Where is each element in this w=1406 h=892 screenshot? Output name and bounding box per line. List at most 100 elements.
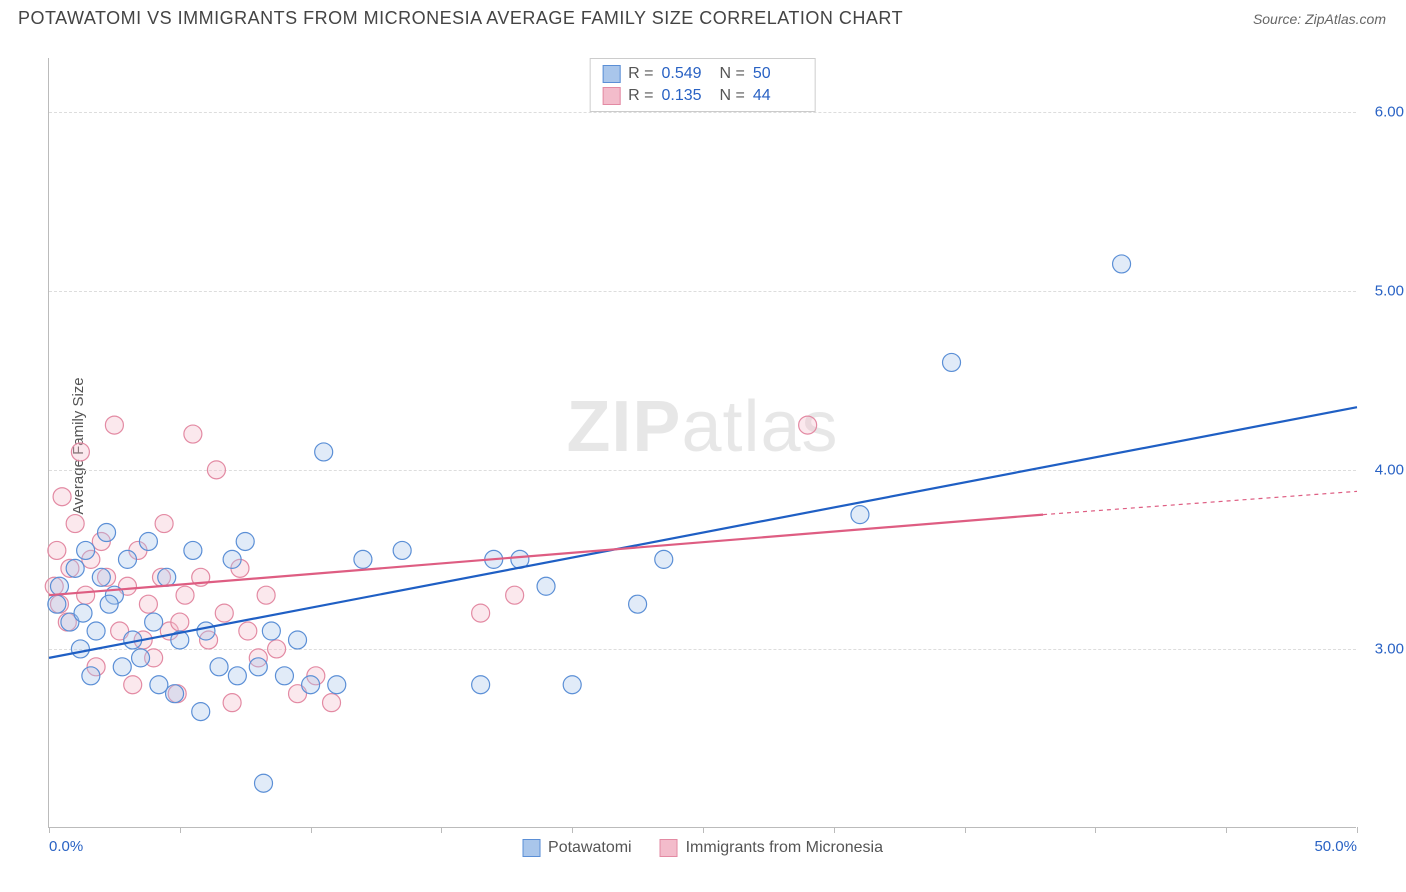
scatter-point — [851, 506, 869, 524]
swatch-series1 — [602, 65, 620, 83]
scatter-point — [943, 353, 961, 371]
swatch-series2 — [602, 87, 620, 105]
stats-row-series1: R = 0.549 N = 50 — [602, 63, 803, 85]
xtick — [311, 827, 312, 833]
scatter-point — [655, 550, 673, 568]
n-label-1: N = — [720, 65, 745, 83]
source-label: Source: — [1253, 11, 1301, 27]
scatter-point — [139, 595, 157, 613]
scatter-point — [82, 667, 100, 685]
scatter-point — [236, 532, 254, 550]
scatter-point — [1113, 255, 1131, 273]
scatter-point — [255, 774, 273, 792]
scatter-point — [239, 622, 257, 640]
r-label-2: R = — [628, 87, 653, 105]
scatter-point — [629, 595, 647, 613]
legend-swatch-1 — [522, 839, 540, 857]
r-value-2: 0.135 — [662, 87, 712, 105]
xtick-label: 0.0% — [49, 838, 83, 855]
scatter-point — [197, 622, 215, 640]
scatter-point — [66, 515, 84, 533]
scatter-point — [53, 488, 71, 506]
xtick — [1226, 827, 1227, 833]
scatter-point — [184, 541, 202, 559]
scatter-point — [228, 667, 246, 685]
scatter-point — [223, 550, 241, 568]
scatter-point — [171, 613, 189, 631]
scatter-point — [323, 694, 341, 712]
scatter-point — [249, 658, 267, 676]
chart-plot-area: ZIPatlas 3.004.005.006.00 R = 0.549 N = … — [48, 58, 1356, 828]
r-value-1: 0.549 — [662, 65, 712, 83]
correlation-stats-box: R = 0.549 N = 50 R = 0.135 N = 44 — [589, 58, 816, 112]
scatter-point — [105, 416, 123, 434]
chart-title: POTAWATOMI VS IMMIGRANTS FROM MICRONESIA… — [18, 8, 903, 29]
title-bar: POTAWATOMI VS IMMIGRANTS FROM MICRONESIA… — [0, 0, 1406, 33]
scatter-point — [92, 568, 110, 586]
source-attribution: Source: ZipAtlas.com — [1253, 11, 1386, 27]
scatter-point — [393, 541, 411, 559]
scatter-point — [48, 595, 66, 613]
scatter-point — [223, 694, 241, 712]
scatter-point — [155, 515, 173, 533]
xtick — [834, 827, 835, 833]
scatter-point — [150, 676, 168, 694]
scatter-point — [257, 586, 275, 604]
scatter-point — [118, 550, 136, 568]
scatter-point — [268, 640, 286, 658]
legend-swatch-2 — [660, 839, 678, 857]
r-label-1: R = — [628, 65, 653, 83]
scatter-point — [71, 640, 89, 658]
scatter-point — [799, 416, 817, 434]
scatter-point — [563, 676, 581, 694]
ytick-label: 6.00 — [1375, 103, 1404, 120]
scatter-point — [66, 559, 84, 577]
scatter-point — [215, 604, 233, 622]
scatter-point — [77, 586, 95, 604]
scatter-point — [472, 604, 490, 622]
trend-line-extrapolated — [1043, 491, 1357, 514]
scatter-point — [158, 568, 176, 586]
xtick-label: 50.0% — [1314, 838, 1357, 855]
xtick — [1095, 827, 1096, 833]
scatter-point — [184, 425, 202, 443]
n-value-1: 50 — [753, 65, 803, 83]
scatter-point — [315, 443, 333, 461]
xtick — [49, 827, 50, 833]
scatter-point — [77, 541, 95, 559]
xtick — [1357, 827, 1358, 833]
scatter-svg — [49, 58, 1356, 827]
scatter-point — [100, 595, 118, 613]
source-value: ZipAtlas.com — [1305, 11, 1386, 27]
scatter-point — [74, 604, 92, 622]
scatter-point — [113, 658, 131, 676]
scatter-point — [50, 577, 68, 595]
n-value-2: 44 — [753, 87, 803, 105]
scatter-point — [98, 524, 116, 542]
scatter-point — [262, 622, 280, 640]
scatter-point — [537, 577, 555, 595]
scatter-point — [176, 586, 194, 604]
legend-label-2: Immigrants from Micronesia — [686, 839, 883, 857]
ytick-label: 4.00 — [1375, 461, 1404, 478]
scatter-point — [71, 443, 89, 461]
scatter-point — [124, 676, 142, 694]
xtick — [965, 827, 966, 833]
legend-item-series2: Immigrants from Micronesia — [660, 839, 883, 857]
xtick — [180, 827, 181, 833]
xtick — [703, 827, 704, 833]
ytick-label: 3.00 — [1375, 640, 1404, 657]
scatter-point — [328, 676, 346, 694]
scatter-point — [145, 613, 163, 631]
xtick — [441, 827, 442, 833]
n-label-2: N = — [720, 87, 745, 105]
scatter-point — [275, 667, 293, 685]
legend-bottom: Potawatomi Immigrants from Micronesia — [522, 839, 883, 857]
legend-item-series1: Potawatomi — [522, 839, 632, 857]
scatter-point — [139, 532, 157, 550]
scatter-point — [192, 703, 210, 721]
scatter-point — [354, 550, 372, 568]
ytick-label: 5.00 — [1375, 282, 1404, 299]
scatter-point — [87, 622, 105, 640]
scatter-point — [132, 649, 150, 667]
